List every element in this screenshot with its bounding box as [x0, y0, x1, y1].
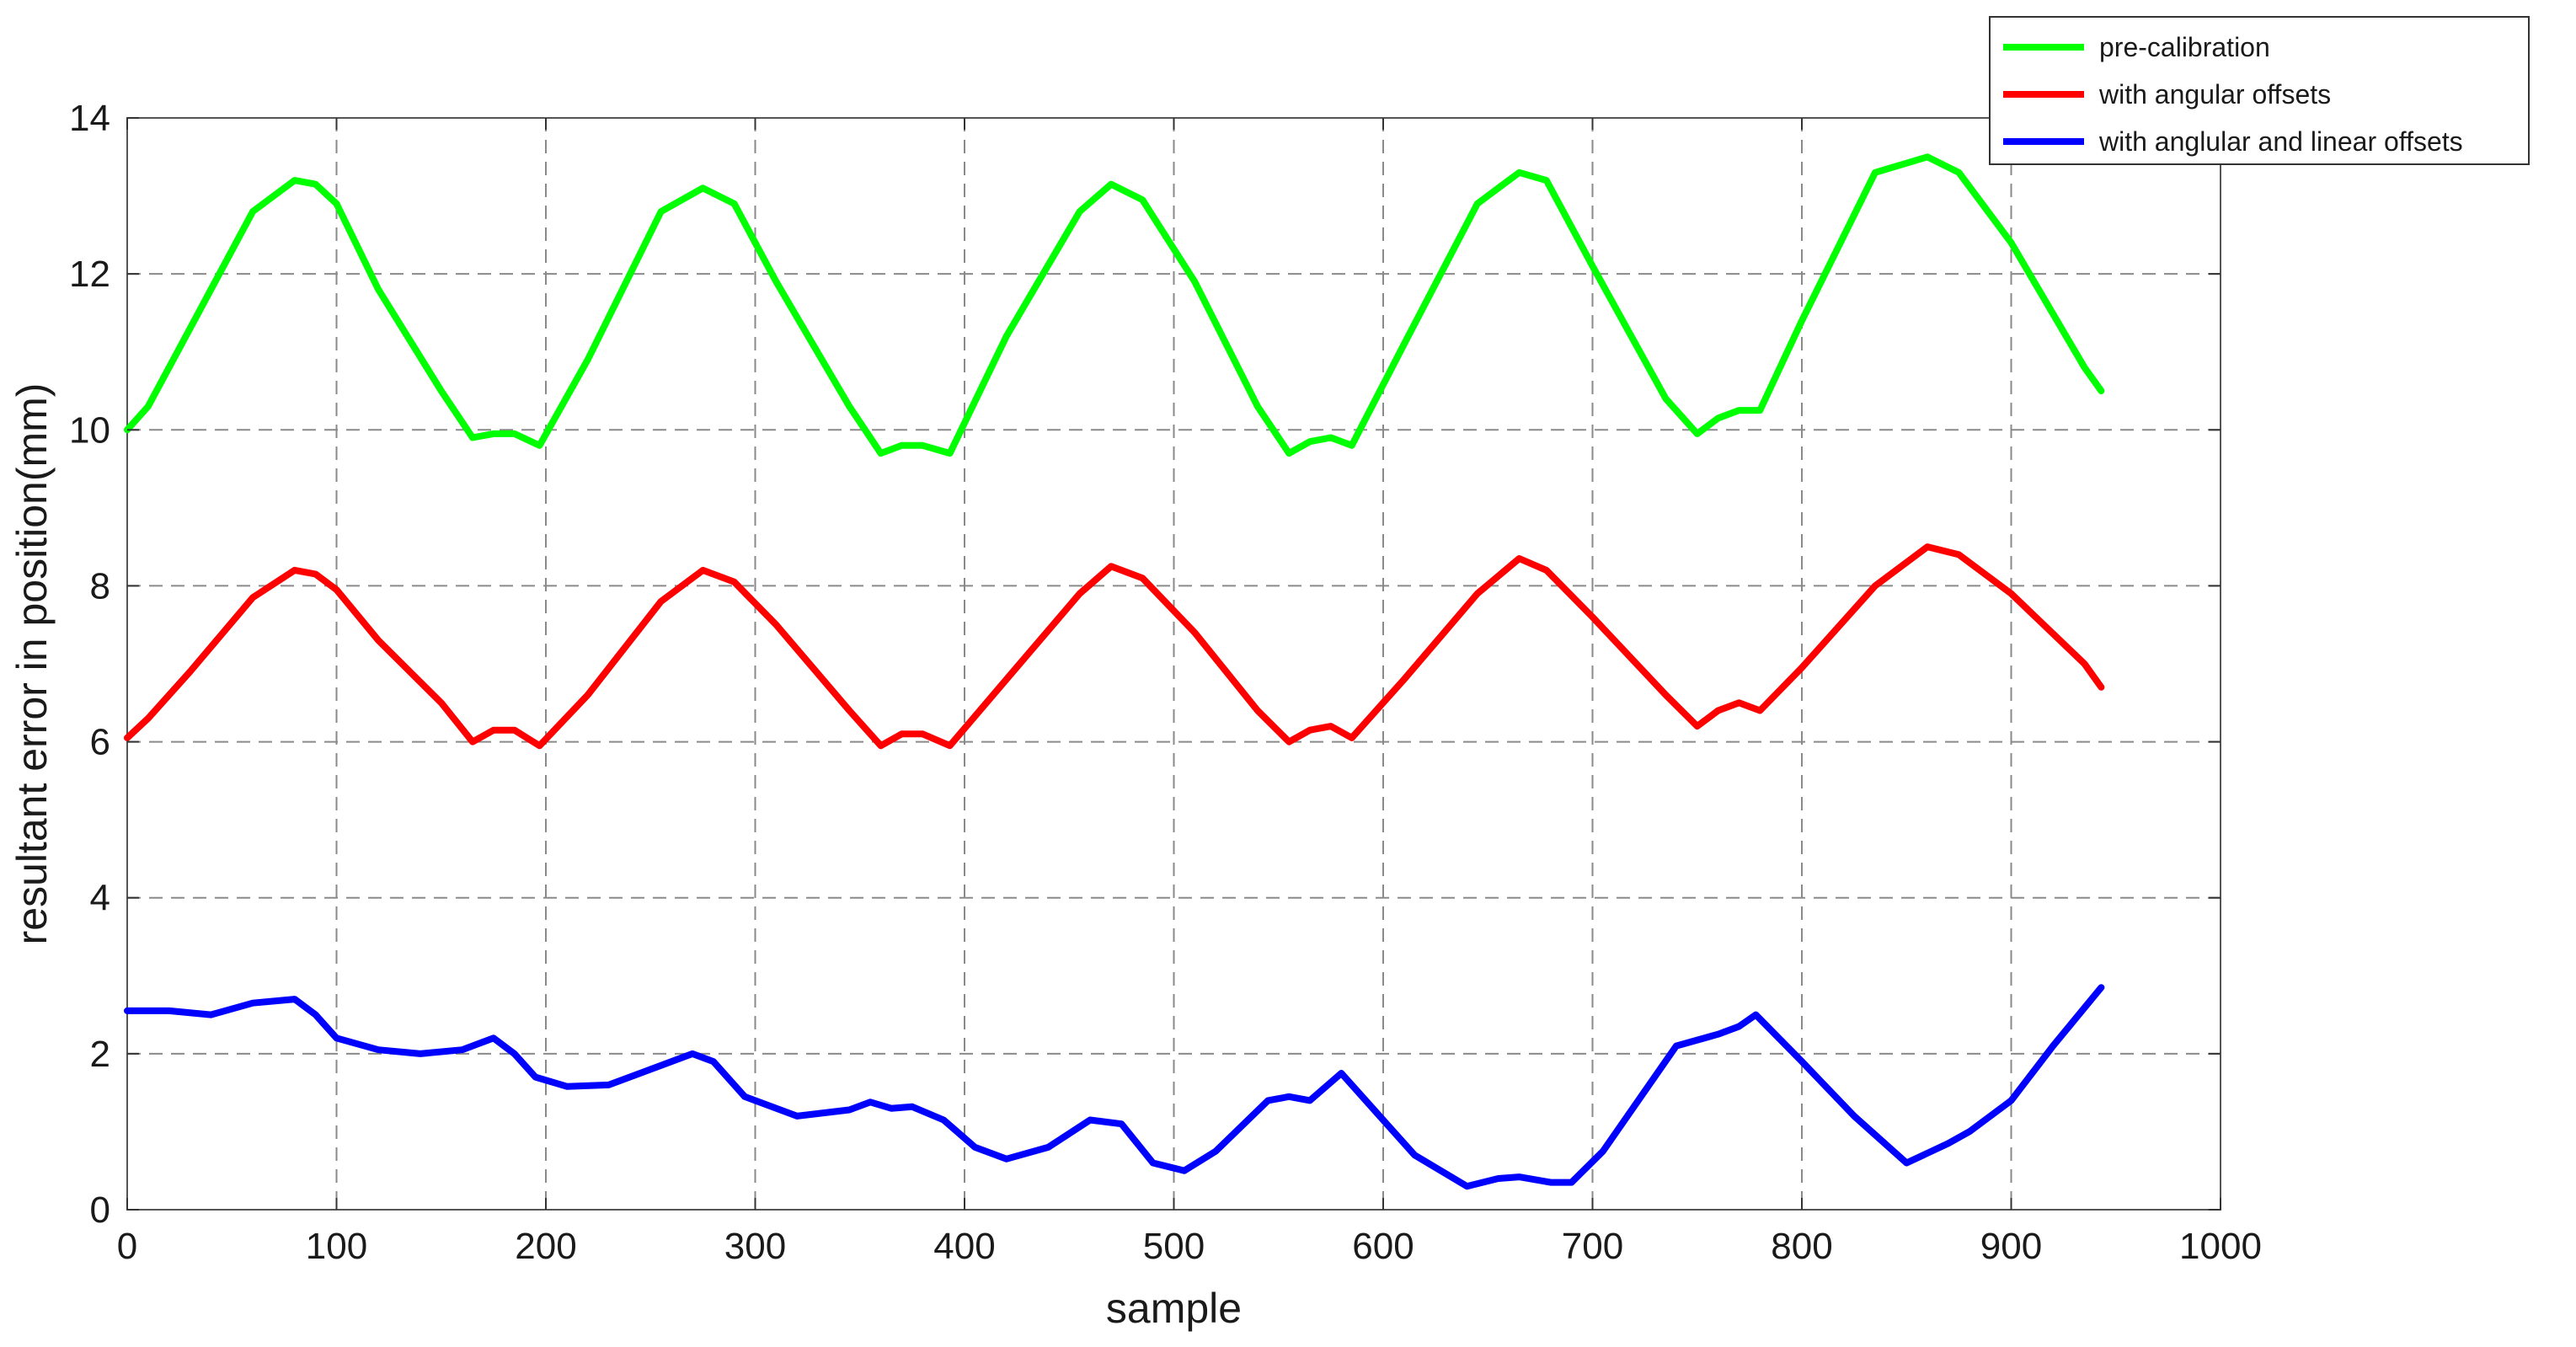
y-tick-label: 2: [90, 1034, 110, 1075]
y-tick-label: 14: [69, 98, 110, 139]
legend: pre-calibration with angular offsets with …: [1989, 16, 2530, 165]
x-tick-label: 800: [1771, 1226, 1832, 1267]
x-tick-label: 200: [515, 1226, 576, 1267]
axis-ticks: 0 100 200 300 400 500 600 700 800 900 1000 0 2 4 6 8 10 1…: [69, 98, 2262, 1267]
x-tick-label: 500: [1143, 1226, 1205, 1267]
grid-lines: [127, 118, 2221, 1210]
series-line-1: [124, 153, 2105, 457]
x-tick-label: 700: [1562, 1226, 1623, 1267]
y-tick-label: 8: [90, 565, 110, 607]
series-line-2: [124, 543, 2105, 750]
legend-label: with angular offsets: [2098, 79, 2331, 110]
series-line-3: [124, 984, 2105, 1190]
x-axis-label: sample: [1106, 1285, 1242, 1332]
y-tick-label: 10: [69, 409, 110, 451]
y-tick-label: 4: [90, 878, 110, 919]
y-tick-label: 12: [69, 254, 110, 295]
y-tick-label: 6: [90, 722, 110, 763]
y-tick-label: 0: [90, 1189, 110, 1231]
legend-label: with anglular and linear offsets: [2098, 126, 2463, 157]
x-tick-label: 600: [1352, 1226, 1414, 1267]
x-tick-label: 1000: [2179, 1226, 2262, 1267]
x-tick-label: 0: [117, 1226, 137, 1267]
x-tick-label: 300: [724, 1226, 786, 1267]
series-layer: [124, 153, 2105, 1190]
x-tick-label: 900: [1980, 1226, 2042, 1267]
x-tick-label: 400: [933, 1226, 995, 1267]
y-axis-label: resultant error in position(mm): [8, 383, 56, 945]
legend-label: pre-calibration: [2099, 32, 2270, 62]
x-tick-label: 100: [306, 1226, 367, 1267]
